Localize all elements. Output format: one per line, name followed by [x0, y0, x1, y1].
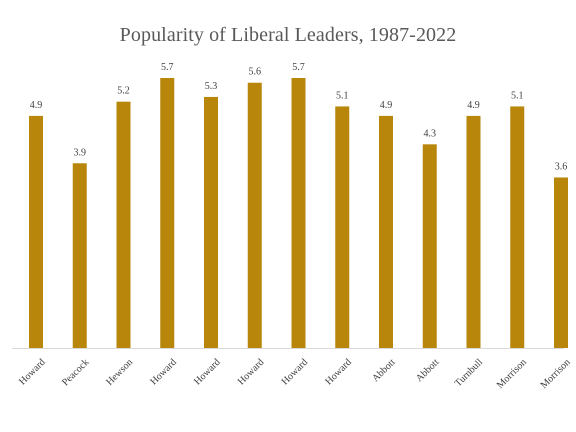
value-label-8: 5.1	[336, 90, 349, 101]
tick-label-6: Howard	[236, 357, 267, 388]
bar-4	[160, 78, 175, 348]
bar-7	[291, 78, 306, 348]
value-label-5: 5.3	[205, 81, 218, 92]
value-label-13: 3.6	[555, 161, 568, 172]
bar-2	[72, 163, 87, 348]
bar-11	[466, 115, 481, 348]
tick-label-12: Morrison	[495, 357, 529, 391]
bar-13	[554, 177, 568, 348]
bar-5	[204, 96, 218, 349]
value-label-2: 3.9	[74, 147, 87, 158]
value-labels: 4.9 3.9 5.2 5.7 5.3 5.6 5.7 5.1 4.9 4.3 4.9 5.1 3.6	[30, 62, 568, 172]
tick-label-10: Abbott	[414, 357, 442, 385]
value-label-4: 5.7	[161, 62, 174, 73]
value-label-9: 4.9	[380, 100, 393, 111]
value-label-10: 4.3	[424, 128, 437, 139]
bar-10	[422, 144, 437, 348]
value-label-3: 5.2	[117, 86, 130, 97]
bar-series	[29, 78, 568, 349]
value-label-12: 5.1	[511, 90, 524, 101]
tick-label-4: Howard	[148, 357, 179, 388]
tick-label-11: Turnbull	[453, 357, 485, 389]
bar-3	[116, 101, 131, 349]
chart-title: Popularity of Liberal Leaders, 1987-2022	[119, 24, 457, 46]
value-label-7: 5.7	[292, 62, 305, 73]
bar-9	[379, 115, 393, 348]
tick-label-1: Howard	[17, 357, 48, 388]
tick-label-3: Hewson	[104, 357, 135, 388]
value-label-6: 5.6	[249, 67, 262, 78]
tick-label-5: Howard	[192, 357, 223, 388]
tick-label-7: Howard	[280, 357, 311, 388]
bar-6	[247, 82, 262, 348]
tick-label-9: Abbott	[370, 357, 398, 385]
bar-8	[335, 106, 350, 348]
bar-12	[510, 106, 525, 348]
value-label-11: 4.9	[467, 100, 480, 111]
tick-label-2: Peacock	[60, 357, 91, 388]
tick-label-13: Morrison	[539, 357, 573, 391]
bar-1	[29, 115, 43, 348]
category-tick-labels: Howard Peacock Hewson Howard Howard Howard How…	[17, 357, 573, 391]
value-label-1: 4.9	[30, 100, 43, 111]
tick-label-8: Howard	[323, 357, 354, 388]
